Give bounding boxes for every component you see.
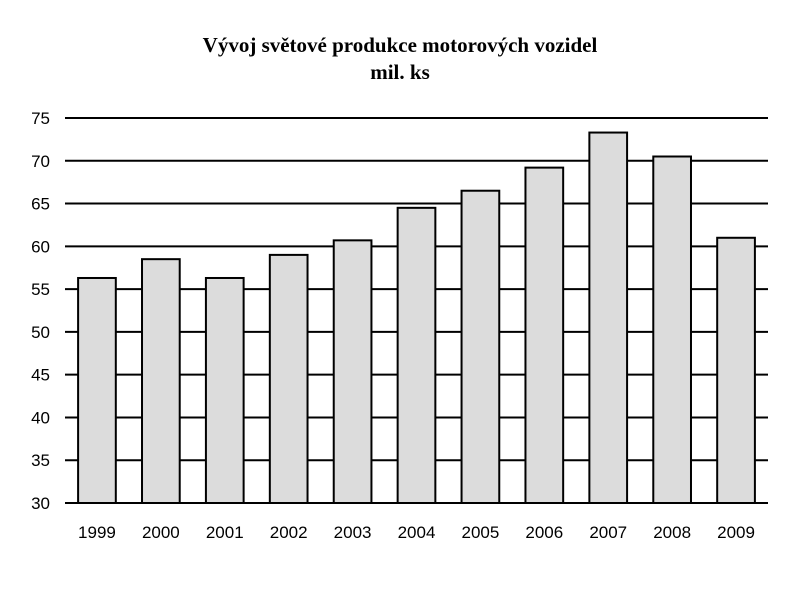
bar <box>716 236 756 504</box>
x-tick-label: 2001 <box>206 523 244 542</box>
x-tick-label: 2000 <box>142 523 180 542</box>
bar <box>332 239 373 504</box>
x-tick-label: 2002 <box>270 523 308 542</box>
y-tick-label: 75 <box>31 109 50 128</box>
y-tick-label: 50 <box>31 323 50 342</box>
x-tick-label: 2007 <box>589 523 627 542</box>
chart-subtitle: mil. ks <box>370 60 430 84</box>
y-tick-label: 70 <box>31 152 50 171</box>
y-tick-label: 40 <box>31 408 50 427</box>
y-tick-label: 55 <box>31 280 50 299</box>
bar <box>77 276 117 504</box>
bar <box>204 276 245 504</box>
x-tick-label: 2006 <box>525 523 563 542</box>
x-tick-label: 2003 <box>334 523 372 542</box>
bar <box>588 131 629 505</box>
y-tick-label: 30 <box>31 494 50 513</box>
x-tick-label: 1999 <box>78 523 116 542</box>
y-tick-label: 35 <box>31 451 50 470</box>
bar <box>652 155 692 504</box>
x-tick-label: 2005 <box>461 523 499 542</box>
bar <box>141 258 181 504</box>
bar <box>524 166 565 504</box>
y-tick-label: 45 <box>31 366 50 385</box>
bar <box>268 253 309 504</box>
x-tick-label: 2009 <box>717 523 755 542</box>
bar <box>396 206 437 504</box>
x-tick-label: 2004 <box>398 523 436 542</box>
y-tick-label: 65 <box>31 195 50 214</box>
x-tick-label: 2008 <box>653 523 691 542</box>
bar <box>460 189 501 504</box>
chart-title: Vývoj světové produkce motorových vozide… <box>202 33 598 57</box>
y-tick-label: 60 <box>31 237 50 256</box>
